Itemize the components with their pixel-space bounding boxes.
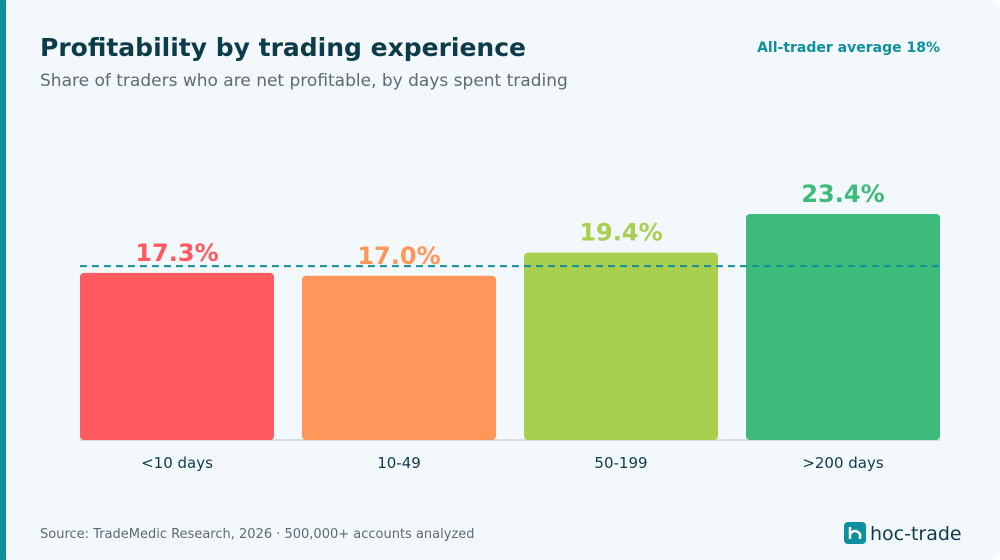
chart-subtitle: Share of traders who are net profitable,… [40,71,568,91]
x-tick-label: 10-49 [377,454,421,472]
x-tick-label: <10 days [141,454,213,472]
bar [80,272,274,440]
bar [524,252,718,440]
bar [746,213,940,440]
logo-glyph [848,527,862,539]
x-tick-label: 50-199 [594,454,647,472]
annotation: All-trader average 18% [757,40,940,56]
logo-icon [844,522,866,544]
x-tick-label: >200 days [802,454,884,472]
value-label: 23.4% [801,180,884,208]
value-label: 19.4% [579,219,662,247]
accent-strip [0,0,6,560]
chart-title: Profitability by trading experience [40,33,526,62]
value-label: 17.0% [357,242,440,270]
source: Source: TradeMedic Research, 2026 · 500,… [40,527,475,542]
bar [302,275,496,440]
value-label: 17.3% [135,239,218,267]
logo: hoc-trade [870,523,962,545]
